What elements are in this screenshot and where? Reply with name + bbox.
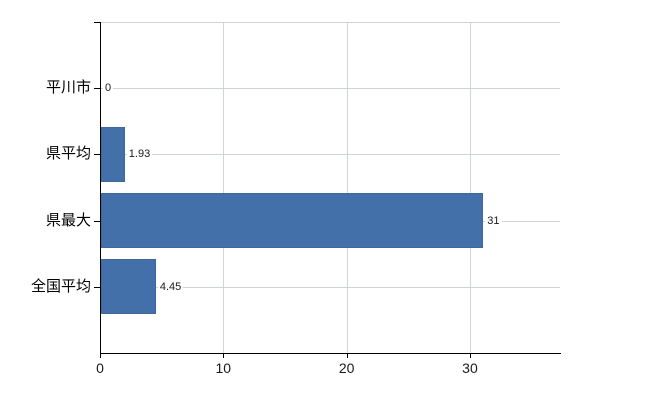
y-axis-tick xyxy=(94,88,100,90)
y-axis-tick xyxy=(94,286,100,288)
x-gridline xyxy=(469,22,471,353)
bar[interactable] xyxy=(101,259,156,315)
x-axis-tick-label: 0 xyxy=(96,360,104,376)
x-axis-line xyxy=(100,353,561,354)
x-axis-tick xyxy=(469,353,471,358)
value-label: 0 xyxy=(103,81,114,96)
x-gridline xyxy=(346,22,348,353)
x-axis-tick-label: 30 xyxy=(462,360,478,376)
category-gridline xyxy=(100,154,560,156)
x-axis-tick xyxy=(223,353,225,358)
x-gridline xyxy=(223,22,225,353)
y-axis-line xyxy=(100,22,101,354)
x-axis-tick xyxy=(100,353,101,358)
x-axis-tick xyxy=(346,353,348,358)
value-label: 1.93 xyxy=(126,147,153,162)
x-axis-tick-label: 10 xyxy=(215,360,232,376)
plot-top-gridline xyxy=(100,22,560,23)
category-label: 県平均 xyxy=(45,145,91,163)
y-axis-tick xyxy=(94,22,100,23)
category-label: 県最大 xyxy=(45,211,91,229)
value-label: 31 xyxy=(485,213,502,228)
y-axis-tick xyxy=(94,220,100,222)
category-label: 平川市 xyxy=(45,79,91,97)
y-axis-tick xyxy=(94,154,100,156)
bar[interactable] xyxy=(101,193,484,249)
category-gridline xyxy=(100,88,560,90)
bar[interactable] xyxy=(101,126,125,182)
value-label: 4.45 xyxy=(157,279,184,294)
x-axis-tick-label: 20 xyxy=(338,360,355,376)
category-gridline xyxy=(100,286,560,288)
category-label: 全国平均 xyxy=(30,277,91,295)
